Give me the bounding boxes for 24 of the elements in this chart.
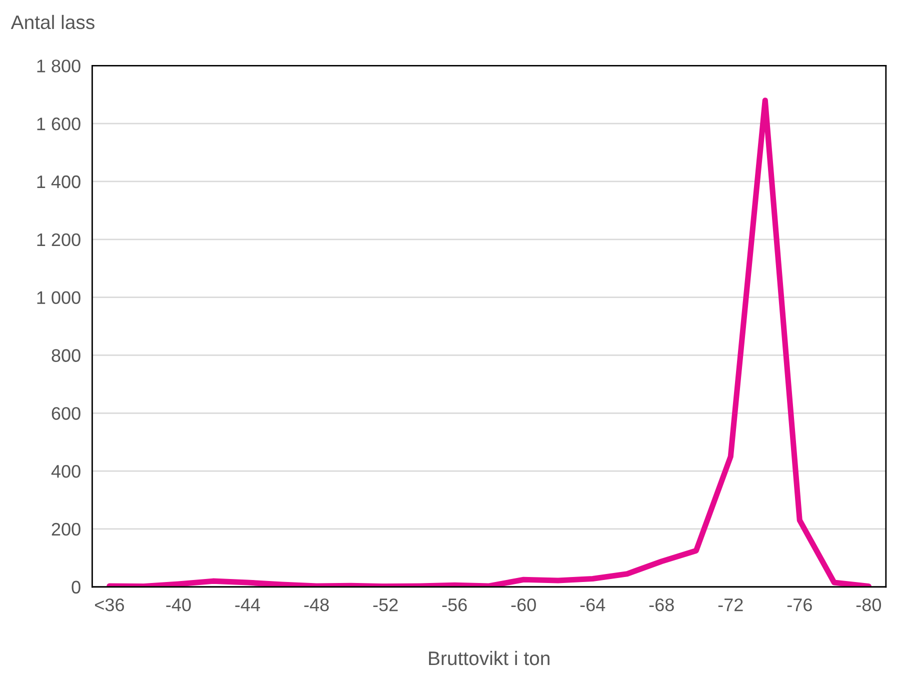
y-tick-label: 1 000 — [37, 291, 80, 304]
y-tick-label: 200 — [52, 522, 80, 536]
y-tick-label: 600 — [52, 407, 80, 420]
y-tick-label: 1 800 — [37, 60, 80, 72]
x-tick-label: -68 — [649, 598, 674, 612]
x-tick-label: -48 — [304, 598, 329, 612]
x-tick-label: -64 — [580, 598, 606, 612]
x-axis-title: Bruttovikt i ton — [429, 650, 550, 666]
x-tick-label: -56 — [442, 598, 467, 612]
y-tick-label: 0 — [72, 580, 80, 594]
y-tick-label: 1 200 — [37, 233, 80, 246]
y-tick-label: 1 400 — [37, 175, 80, 188]
y-axis-title: Antal lass — [10, 14, 94, 30]
y-tick-label: 1 600 — [37, 118, 80, 130]
y-tick-label: 800 — [52, 349, 80, 362]
x-tick-label: -76 — [787, 598, 812, 612]
x-tick-label: -60 — [511, 598, 536, 612]
x-tick-label: -52 — [373, 598, 398, 612]
x-tick-label: -44 — [235, 598, 260, 612]
x-tick-label: -40 — [166, 598, 191, 612]
y-tick-label: 400 — [51, 464, 80, 478]
x-tick-label: <36 — [95, 598, 124, 612]
x-tick-label: -80 — [856, 598, 882, 612]
x-tick-label: -72 — [718, 598, 743, 612]
